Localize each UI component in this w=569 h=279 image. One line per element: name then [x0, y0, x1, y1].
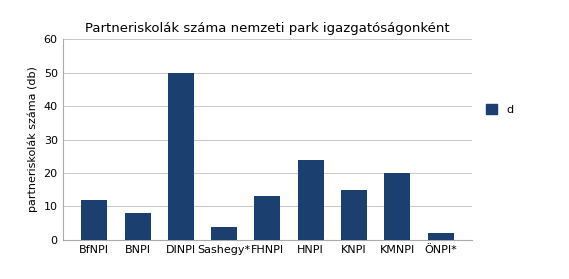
Bar	[298, 160, 324, 240]
Bar	[81, 200, 107, 240]
Legend: d: d	[486, 104, 513, 115]
Bar	[125, 213, 151, 240]
Bar	[384, 173, 410, 240]
Bar	[168, 73, 194, 240]
Bar	[428, 233, 453, 240]
Title: Partneriskolák száma nemzeti park igazgatóságonként: Partneriskolák száma nemzeti park igazga…	[85, 22, 450, 35]
Y-axis label: partneriskolák száma (db): partneriskolák száma (db)	[27, 67, 38, 212]
Bar	[254, 196, 281, 240]
Bar	[341, 190, 367, 240]
Bar	[211, 227, 237, 240]
